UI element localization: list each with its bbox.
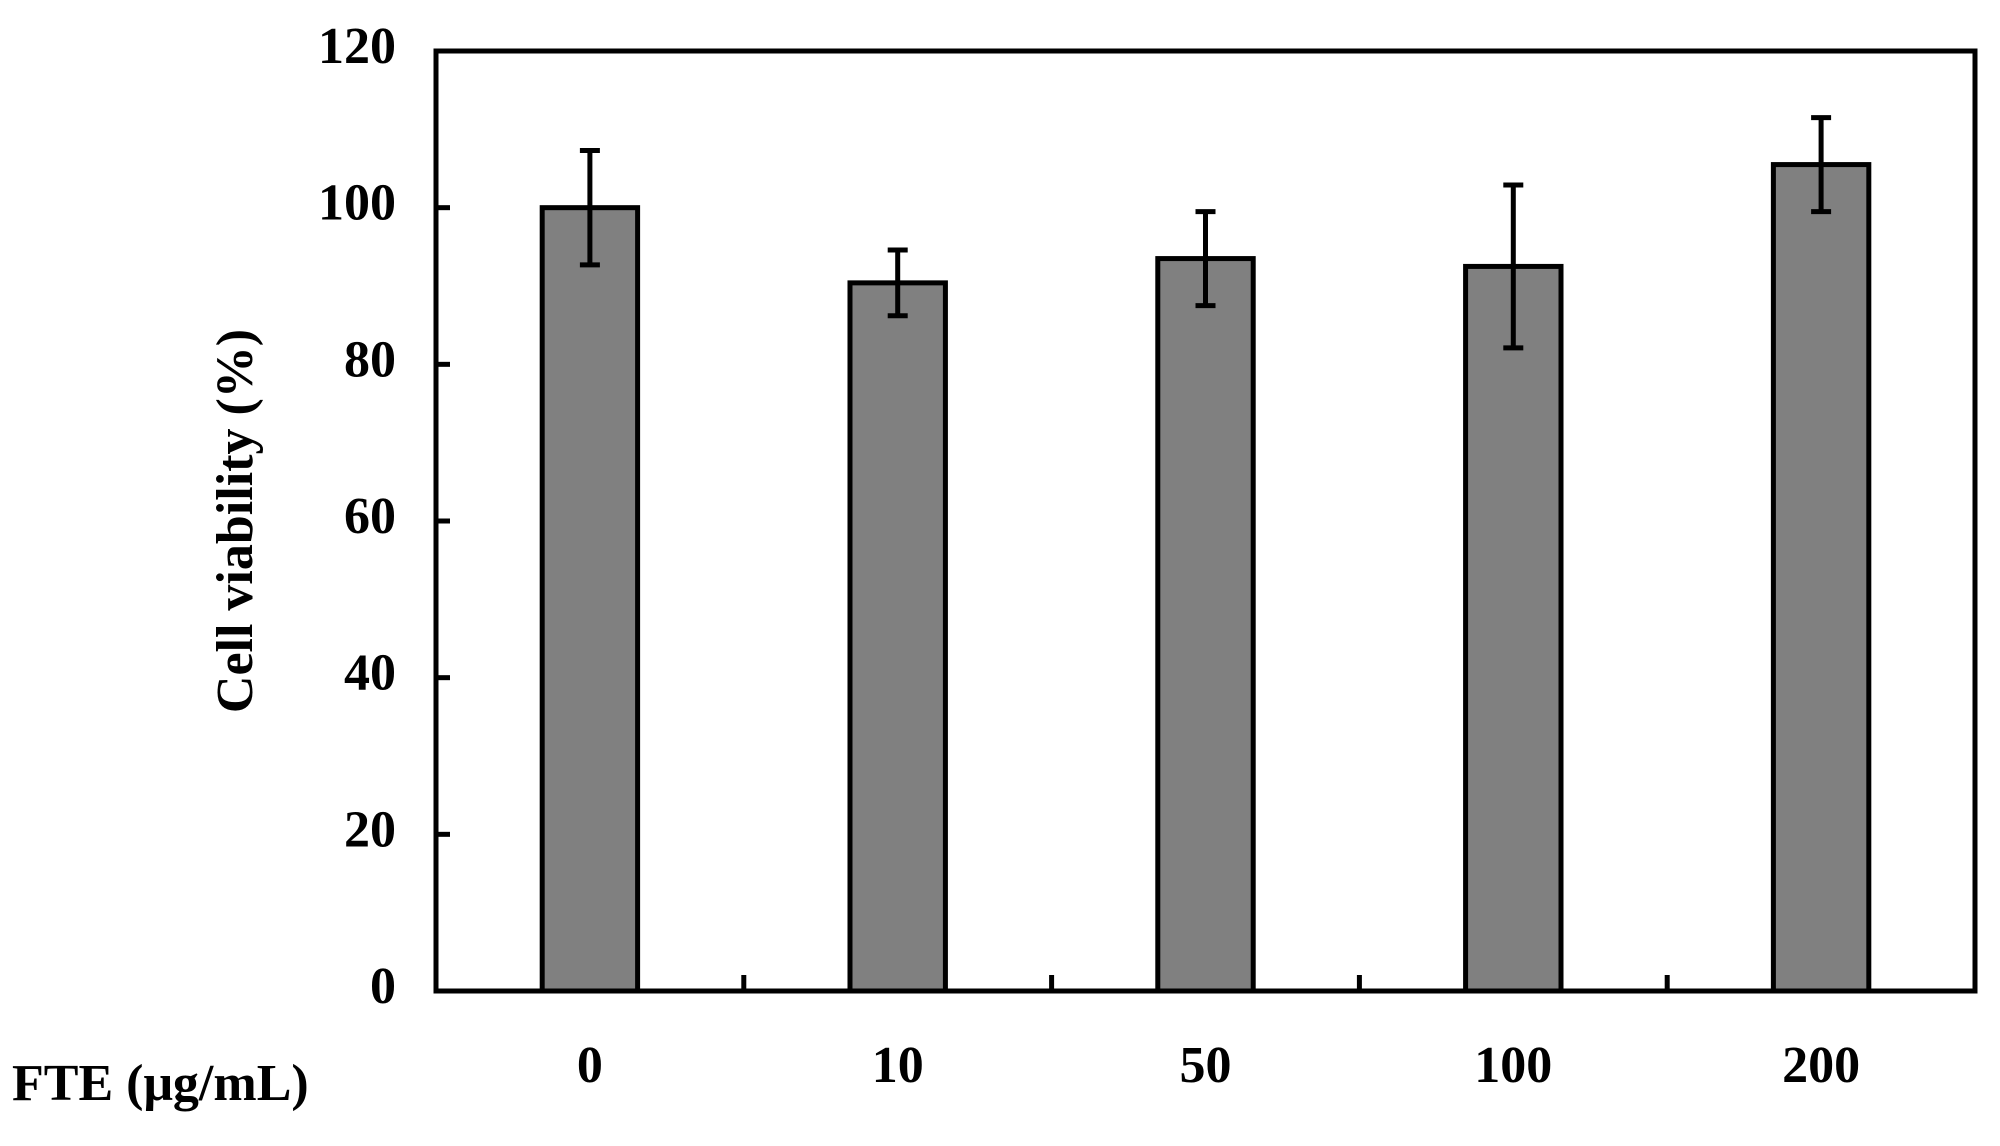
error-bar [1195,209,1216,309]
bar [1770,162,1872,994]
bar [1463,263,1564,994]
x-tick-label: 50 [1180,1037,1232,1094]
error-bar [887,247,908,319]
y-tick-label: 100 [318,175,396,232]
y-tick-label: 0 [370,958,396,1015]
x-tick-label: 10 [872,1037,924,1094]
error-bar [1503,182,1524,351]
y-tick-label: 60 [344,488,396,545]
bar [539,205,641,994]
bar [1155,256,1256,994]
bar [847,280,948,994]
x-axis-label: FTE (μg/mL) [12,1055,309,1112]
x-tick-label: 100 [1474,1037,1552,1094]
error-bar [1811,115,1832,215]
y-tick-label: 120 [318,18,396,75]
error-bar [579,147,600,268]
y-tick-label: 80 [344,331,396,388]
y-tick-label: 40 [344,645,396,702]
y-tick-label: 20 [344,801,396,858]
y-axis-label: Cell viability (%) [207,329,264,713]
x-tick-label: 200 [1782,1037,1860,1094]
x-tick-label: 0 [577,1037,603,1094]
